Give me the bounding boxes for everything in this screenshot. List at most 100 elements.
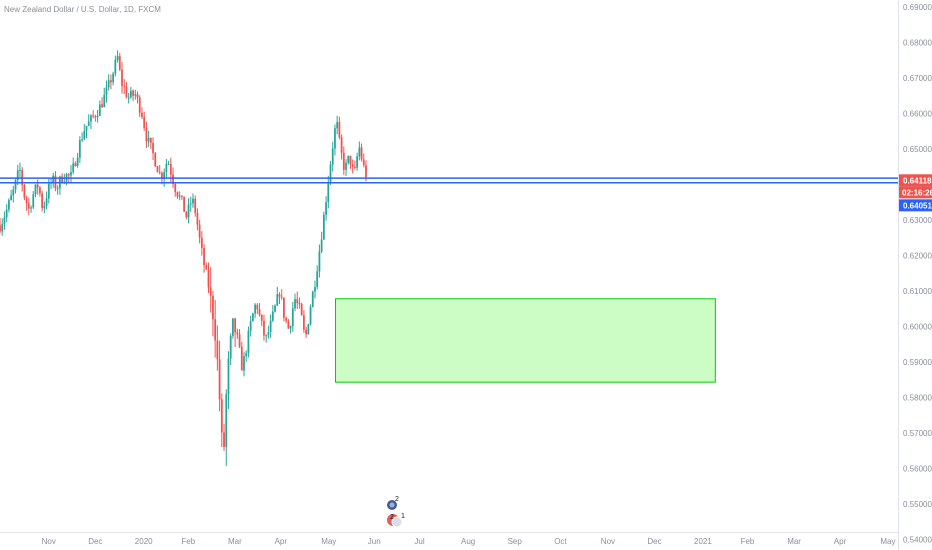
countdown-tag: 02:16:26 xyxy=(899,186,932,199)
candle-body xyxy=(258,309,261,315)
candle-body xyxy=(260,314,263,321)
candle-body xyxy=(192,198,194,204)
candle-body xyxy=(105,87,108,95)
earth-icon-land xyxy=(389,502,395,508)
candle-body xyxy=(325,202,327,215)
candle-body xyxy=(212,295,214,320)
flag-icon[interactable] xyxy=(391,516,403,528)
candle-body xyxy=(19,169,21,171)
flag-marker-count: 1 xyxy=(401,513,405,520)
candle-body xyxy=(269,320,272,333)
candle-body xyxy=(209,287,212,296)
candle-body xyxy=(287,320,290,329)
last-price-label: 0.64118 xyxy=(903,176,932,185)
candle-body xyxy=(5,209,8,218)
candle-body xyxy=(243,356,245,371)
candle-body xyxy=(61,176,64,183)
candle-body xyxy=(165,164,168,173)
candle-body xyxy=(265,335,268,337)
candle-body xyxy=(141,112,143,117)
candle-body xyxy=(316,271,319,288)
candle-body xyxy=(362,159,365,166)
time-tick-label: May xyxy=(321,537,336,546)
candle-body xyxy=(176,192,179,197)
time-tick-label: Jul xyxy=(414,537,424,546)
candle-body xyxy=(85,125,88,131)
candle-body xyxy=(307,324,310,335)
candle-body xyxy=(185,211,188,218)
candle-body xyxy=(340,137,343,153)
candle-body xyxy=(118,56,121,70)
candle-body xyxy=(218,359,221,400)
time-tick-label: 2020 xyxy=(135,537,153,546)
candle-body xyxy=(83,130,86,140)
candle-body xyxy=(147,137,150,142)
candle-body xyxy=(305,329,308,335)
time-tick-label: Sep xyxy=(508,537,523,546)
candle-body xyxy=(214,319,217,341)
candle-body xyxy=(267,332,270,336)
candle-body xyxy=(7,200,10,210)
candle-body xyxy=(245,352,248,357)
green-zone-rectangle[interactable] xyxy=(335,298,716,383)
candle-body xyxy=(314,287,316,292)
candle-body xyxy=(90,115,92,122)
flag-marker-count: 2 xyxy=(390,514,394,521)
candle-body xyxy=(94,116,97,118)
price-tick-label: 0.69000 xyxy=(903,3,932,12)
candle-body xyxy=(291,308,294,327)
price-axis[interactable]: 0.54000 0.55000 0.56000 0.57000 0.58000 0.590… xyxy=(903,3,932,544)
candle-body xyxy=(358,147,361,157)
candle-body xyxy=(145,127,148,142)
candle-body xyxy=(356,156,359,168)
candle-body xyxy=(56,188,59,190)
time-tick-label: 2021 xyxy=(694,537,712,546)
candle-body xyxy=(296,299,299,304)
price-tick-label: 0.66000 xyxy=(903,110,932,119)
candle-body xyxy=(331,148,334,165)
candle-body xyxy=(320,239,323,252)
candle-body xyxy=(92,115,95,117)
candle-body xyxy=(169,164,172,175)
candle-body xyxy=(174,184,177,193)
time-tick-label: Nov xyxy=(601,537,615,546)
candle-body xyxy=(342,152,345,170)
candle-body xyxy=(47,183,50,199)
event-marker-earth[interactable]: 2 xyxy=(386,496,400,511)
candle-body xyxy=(289,326,292,329)
candle-body xyxy=(27,203,30,209)
event-marker-flags[interactable]: 2 1 xyxy=(386,513,406,528)
candle-body xyxy=(121,69,123,86)
time-tick-label: Dec xyxy=(88,537,102,546)
candle-body xyxy=(167,164,170,166)
candle-body xyxy=(223,432,225,447)
level-price-tag: 0.64051 xyxy=(899,199,932,212)
candle-body xyxy=(136,94,139,98)
candle-body xyxy=(39,187,41,194)
time-tick-label: Apr xyxy=(275,537,288,546)
candle-body xyxy=(81,139,83,141)
candle-body xyxy=(205,265,208,270)
candle-body xyxy=(183,196,186,212)
candle-body xyxy=(96,115,99,118)
candle-body xyxy=(256,304,259,310)
candle-body xyxy=(238,334,241,347)
candle-body xyxy=(278,294,281,297)
candle-body xyxy=(349,155,352,165)
candle-body xyxy=(138,97,141,113)
candle-body xyxy=(254,304,256,314)
candle-body xyxy=(196,212,199,225)
candles xyxy=(0,50,367,467)
candle-body xyxy=(12,189,15,196)
time-axis[interactable]: Nov Dec 2020 Feb Mar Apr May Jun Jul Aug Sep Oct Nov… xyxy=(42,537,896,546)
time-tick-label: Feb xyxy=(181,537,195,546)
earth-marker-count: 2 xyxy=(395,496,399,503)
candle-body xyxy=(78,140,81,158)
candle-body xyxy=(32,194,35,208)
candle-body xyxy=(345,162,347,170)
candle-body xyxy=(285,317,288,321)
candle-body xyxy=(351,164,354,167)
price-tick-label: 0.55000 xyxy=(903,500,932,509)
time-tick-label: Mar xyxy=(228,537,242,546)
